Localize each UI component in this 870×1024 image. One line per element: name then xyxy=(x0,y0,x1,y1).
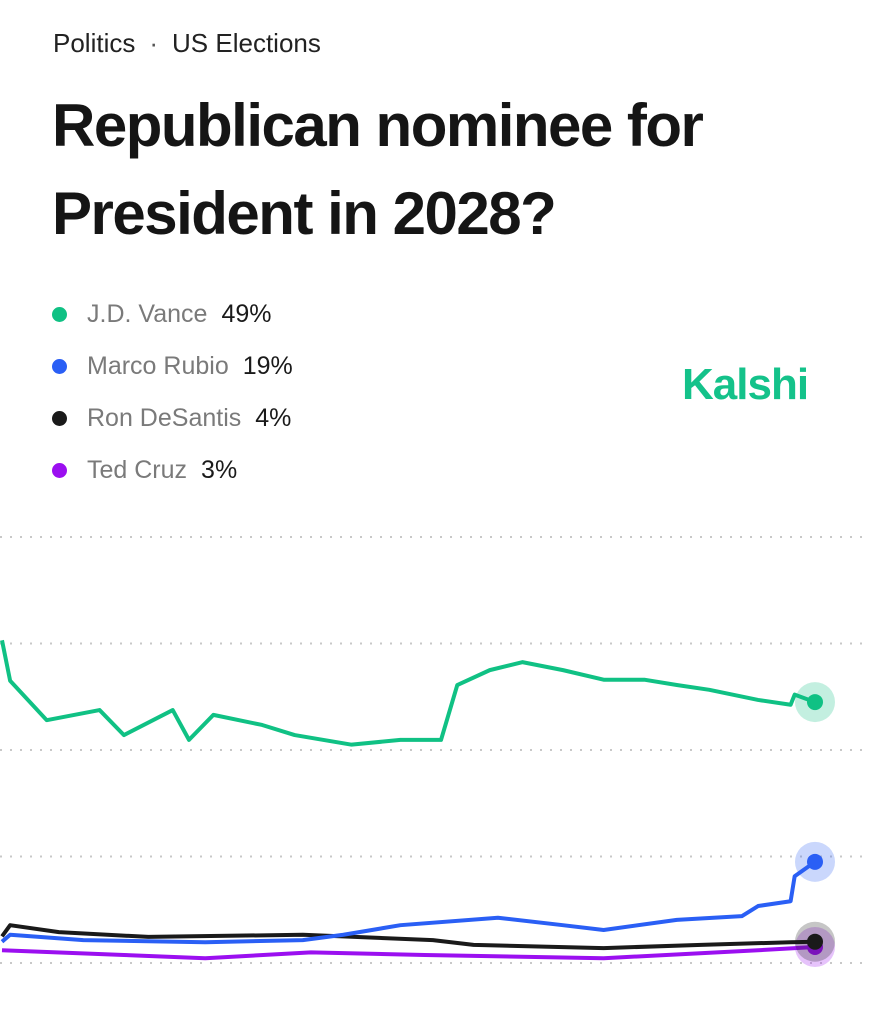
breadcrumb: Politics · US Elections xyxy=(53,28,321,59)
kalshi-logo: Kalshi xyxy=(682,360,809,409)
breadcrumb-us-elections[interactable]: US Elections xyxy=(172,28,321,58)
legend-dot-icon xyxy=(52,462,67,478)
legend-item-cruz: Ted Cruz 3% xyxy=(52,444,293,496)
title-line-1: Republican nominee for xyxy=(52,92,704,159)
series-line-j-d-vance xyxy=(0,639,816,747)
legend-name: Ted Cruz xyxy=(87,455,188,484)
end-point-j-d-vance xyxy=(807,694,823,711)
line-chart xyxy=(0,536,870,968)
legend-name: J.D. Vance xyxy=(87,299,208,328)
legend-item-desantis: Ron DeSantis 4% xyxy=(52,392,293,444)
legend-pct: 4% xyxy=(255,403,292,432)
legend-dot-icon xyxy=(52,358,67,374)
legend-name: Marco Rubio xyxy=(87,351,229,380)
legend-pct: 49% xyxy=(221,299,272,328)
title-line-2: President in 2028? xyxy=(52,180,557,247)
end-point-ron-desantis xyxy=(807,933,823,950)
legend-pct: 3% xyxy=(201,455,238,484)
legend-name: Ron DeSantis xyxy=(87,403,242,432)
chart-legend: J.D. Vance 49% Marco Rubio 19% Ron DeSanti… xyxy=(52,288,293,496)
legend-item-rubio: Marco Rubio 19% xyxy=(52,340,293,392)
end-point-marco-rubio xyxy=(807,853,823,870)
series-line-ron-desantis xyxy=(0,923,816,951)
breadcrumb-politics[interactable]: Politics xyxy=(53,28,136,58)
series-line-ted-cruz xyxy=(1,945,816,961)
legend-dot-icon xyxy=(52,410,67,426)
page-title: Republican nominee for President in 2028… xyxy=(52,82,704,258)
legend-item-vance: J.D. Vance 49% xyxy=(52,288,293,340)
legend-dot-icon xyxy=(52,306,67,322)
series-line-marco-rubio xyxy=(0,860,817,945)
breadcrumb-separator: · xyxy=(149,28,159,58)
legend-pct: 19% xyxy=(242,351,293,380)
